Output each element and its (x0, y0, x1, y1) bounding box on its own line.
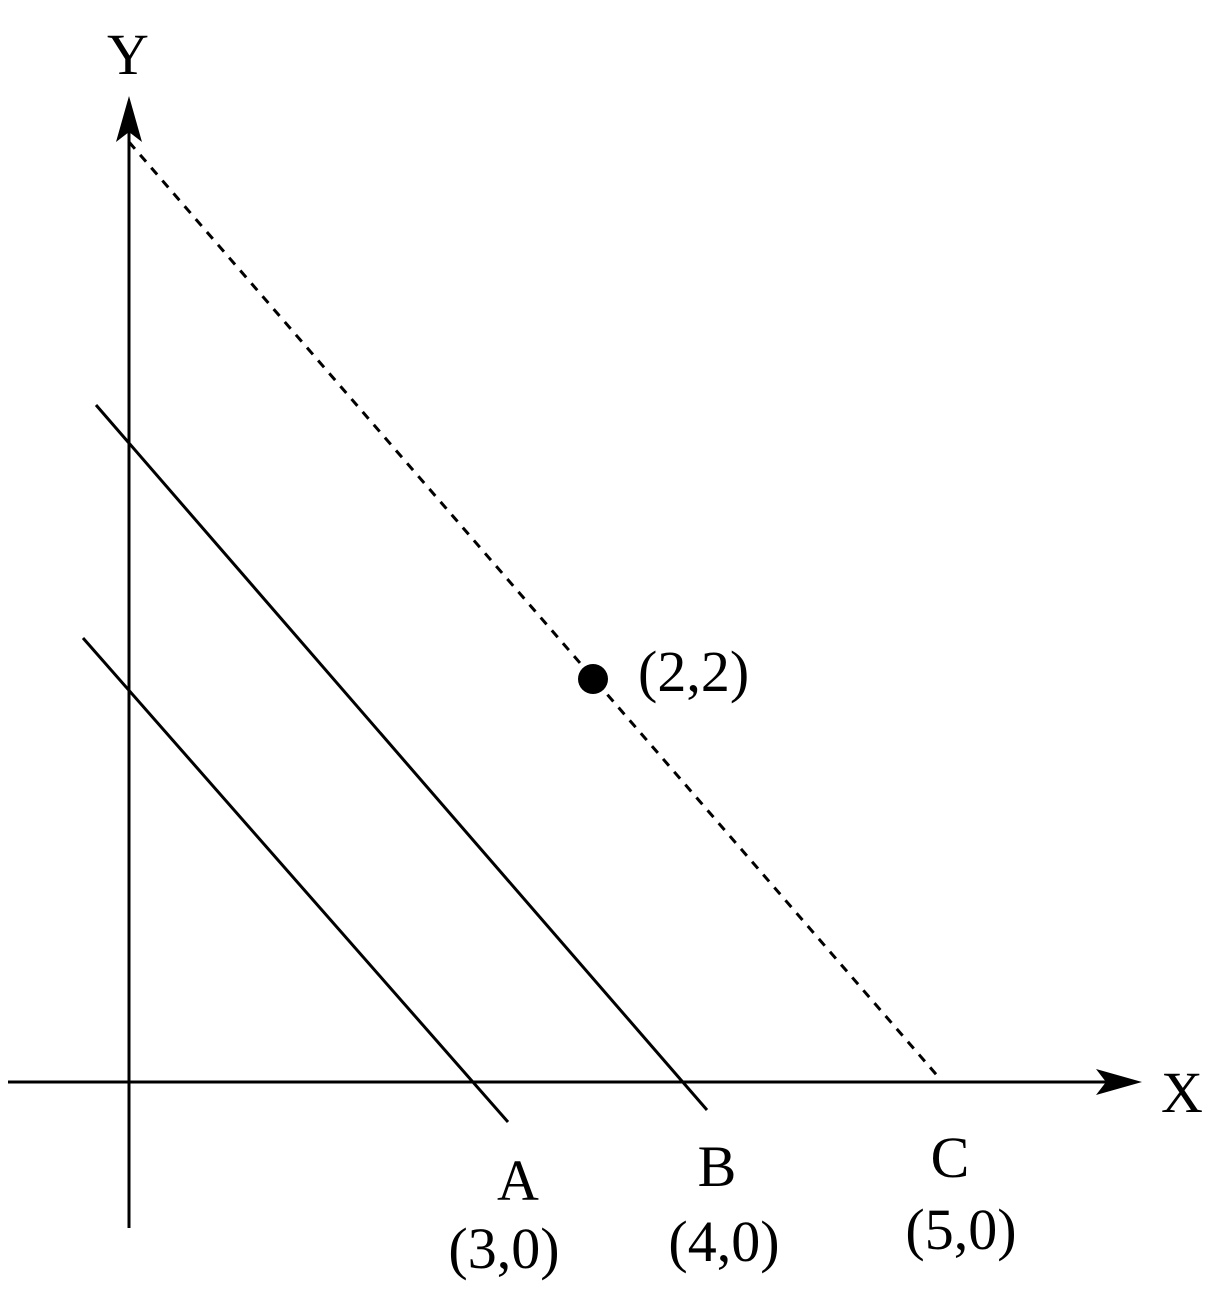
x-axis-label: X (1161, 1060, 1203, 1125)
point-marker (578, 664, 608, 694)
line-c-intercept-label: (5,0) (905, 1197, 1016, 1262)
line-b (94, 404, 709, 1111)
y-axis-arrowhead (116, 96, 142, 142)
line-b-name: B (698, 1134, 737, 1199)
line-a (81, 637, 510, 1123)
line-a-name: A (497, 1148, 539, 1213)
line-c (127, 141, 943, 1081)
y-axis-label: Y (107, 22, 149, 87)
line-b-intercept-label: (4,0) (668, 1209, 779, 1274)
x-axis-arrowhead (1096, 1069, 1142, 1095)
point-label: (2,2) (638, 639, 749, 704)
line-c-name: C (931, 1125, 970, 1190)
line-a-intercept-label: (3,0) (448, 1216, 559, 1281)
